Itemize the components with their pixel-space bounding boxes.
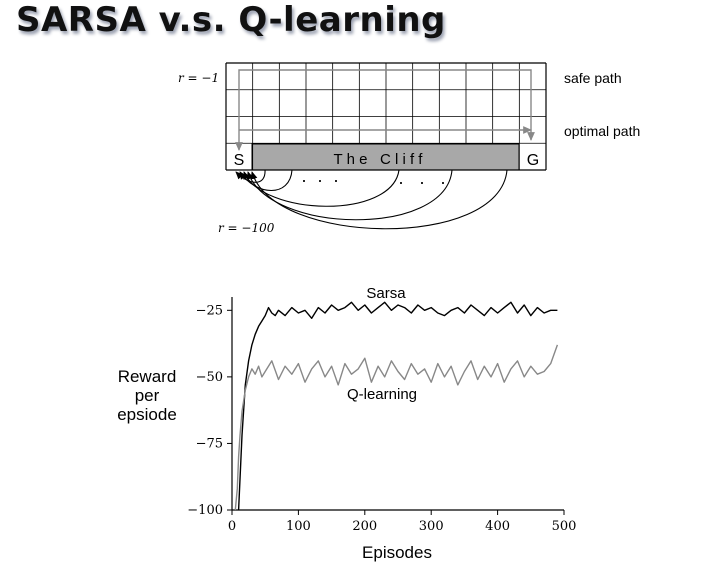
y-tick-label: −100	[187, 503, 223, 518]
gridworld-diagram: S G T h e C l i f f safe path optimal pa…	[178, 62, 640, 235]
series-label-sarsa: Sarsa	[366, 285, 406, 302]
ellipsis-left: · · ·	[301, 170, 339, 190]
optimal-path-label: optimal path	[564, 123, 640, 139]
cliff-reward-label: r = −100	[218, 221, 275, 235]
safe-path-arrow	[235, 69, 532, 151]
safe-path-label: safe path	[564, 70, 622, 86]
slide-title: SARSA v.s. Q-learning	[16, 0, 446, 40]
start-cell-label: S	[234, 152, 245, 169]
chart-series	[234, 301, 559, 511]
y-axis-label-line-1: Reward	[118, 367, 177, 386]
x-tick-label: 100	[286, 519, 311, 534]
ellipsis-right: · · ·	[398, 172, 446, 192]
x-axis-label: Episodes	[362, 543, 432, 562]
cliff-fall-arc-5	[250, 169, 508, 230]
x-tick-label: 200	[352, 519, 377, 534]
x-tick-label: 500	[552, 519, 577, 534]
y-tick-label: −75	[196, 436, 223, 451]
x-tick-label: 0	[228, 519, 236, 534]
y-axis-label-line-2: per	[135, 386, 160, 405]
cliff-fall-arc-4	[246, 169, 453, 221]
goal-cell-label: G	[527, 152, 539, 169]
x-tick-label: 300	[419, 519, 444, 534]
cliff-label: T h e C l i f f	[334, 151, 424, 168]
cliff-region	[251, 143, 520, 171]
reward-chart: 0 100 200 300 400 500 −25 −50 −75 −100 Reward per…	[117, 285, 576, 562]
series-line-q-learning	[234, 344, 559, 511]
chart-axes: 0 100 200 300 400 500 −25 −50 −75 −100	[187, 297, 576, 534]
series-label-q-learning: Q-learning	[347, 386, 417, 403]
step-reward-label: r = −1	[178, 71, 219, 85]
y-axis-label-line-3: epsiode	[117, 405, 177, 424]
x-tick-label: 400	[485, 519, 510, 534]
y-tick-label: −25	[196, 303, 223, 318]
y-tick-label: −50	[196, 370, 223, 385]
series-line-sarsa	[237, 301, 558, 511]
